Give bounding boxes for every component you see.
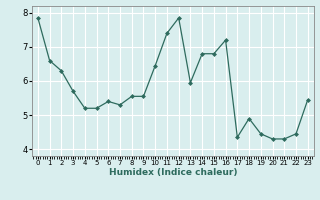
X-axis label: Humidex (Indice chaleur): Humidex (Indice chaleur) xyxy=(108,168,237,177)
